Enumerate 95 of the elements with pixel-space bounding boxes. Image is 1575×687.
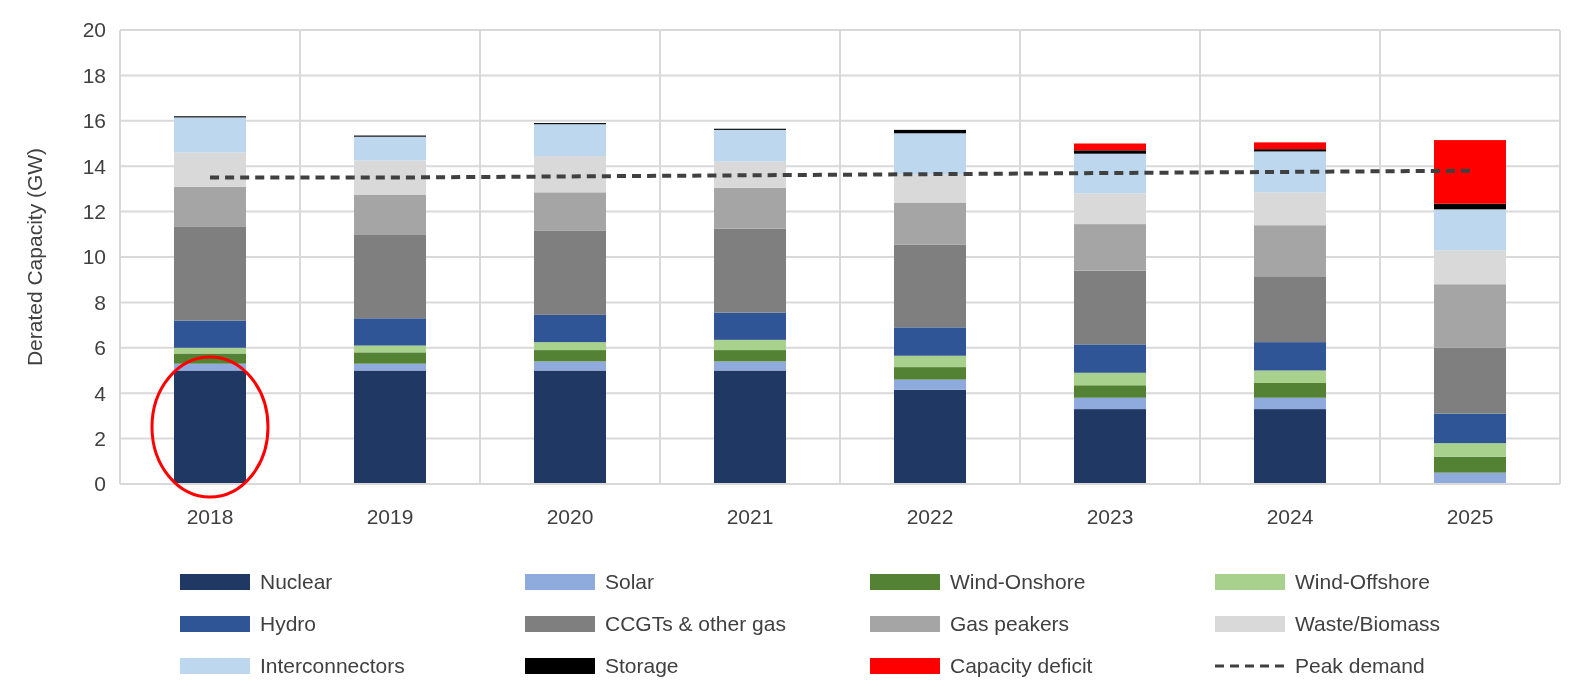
bar <box>1074 344 1146 373</box>
bar <box>894 367 966 380</box>
bar <box>1434 443 1506 457</box>
bar <box>714 350 786 362</box>
bar <box>1254 276 1326 343</box>
bar <box>534 342 606 351</box>
bar <box>1074 397 1146 410</box>
x-tick-label: 2018 <box>186 505 234 528</box>
bar <box>714 312 786 340</box>
bar <box>894 327 966 356</box>
y-tick-label: 16 <box>82 109 106 133</box>
bar <box>714 187 786 229</box>
x-tick-label: 2024 <box>1266 505 1314 528</box>
y-tick-label: 10 <box>82 245 106 269</box>
bar <box>1254 370 1326 383</box>
bar <box>714 339 786 351</box>
legend-label: Gas peakers <box>950 612 1070 636</box>
legend-label: Hydro <box>260 612 317 636</box>
bar <box>534 314 606 343</box>
y-tick-label: 14 <box>82 154 107 178</box>
bar <box>714 129 786 162</box>
x-tick-label: 2021 <box>726 505 774 528</box>
bar <box>534 361 606 371</box>
bar <box>714 370 786 484</box>
bar <box>1434 209 1506 251</box>
bar <box>354 352 426 364</box>
y-tick-label: 8 <box>94 290 106 314</box>
bar <box>354 363 426 371</box>
x-tick-label: 2019 <box>366 505 414 528</box>
y-tick-label: 2 <box>94 426 106 450</box>
bar <box>354 370 426 484</box>
legend-label: Peak demand <box>1295 654 1425 678</box>
bar <box>1254 397 1326 410</box>
bar <box>174 186 246 227</box>
bar <box>714 361 786 371</box>
bar <box>1254 142 1326 150</box>
bar <box>1074 224 1146 271</box>
legend-label: Wind-Onshore <box>950 570 1086 594</box>
x-tick-label: 2023 <box>1086 505 1134 528</box>
y-tick-label: 18 <box>82 63 106 87</box>
line-series <box>208 168 1472 180</box>
bar <box>1434 140 1506 204</box>
bar <box>174 320 246 348</box>
legend-label: Storage <box>605 654 679 678</box>
bar <box>534 230 606 315</box>
bar <box>894 174 966 203</box>
bar <box>1074 409 1146 484</box>
legend-label: Interconnectors <box>260 654 405 678</box>
bar <box>894 244 966 328</box>
y-tick-label: 4 <box>94 381 107 405</box>
x-tick-label: 2025 <box>1446 505 1494 528</box>
legend-label: Nuclear <box>260 570 333 594</box>
bar <box>1434 284 1506 348</box>
bar <box>1074 150 1146 154</box>
legend-label: Wind-Offshore <box>1295 570 1430 594</box>
bar <box>1254 342 1326 371</box>
bar <box>534 370 606 484</box>
bar <box>894 355 966 368</box>
legend-label: Waste/Biomass <box>1295 612 1441 636</box>
bar <box>894 389 966 484</box>
bar <box>1434 456 1506 473</box>
y-tick-label: 12 <box>82 199 106 223</box>
bar <box>354 136 426 161</box>
x-tick-label: 2020 <box>546 505 594 528</box>
bar <box>354 318 426 346</box>
bar <box>1434 413 1506 444</box>
legend-label: CCGTs & other gas <box>605 612 786 636</box>
bar <box>1254 225 1326 277</box>
bar <box>1074 270 1146 345</box>
bar <box>174 117 246 153</box>
bar <box>894 379 966 390</box>
bar <box>1074 153 1146 194</box>
bar <box>1254 409 1326 484</box>
bar <box>1254 151 1326 193</box>
bar <box>714 228 786 313</box>
bar <box>894 133 966 175</box>
y-tick-label: 0 <box>94 472 106 496</box>
y-axis-title: Derated Capacity (GW) <box>23 147 46 367</box>
bar <box>534 192 606 231</box>
bar <box>1074 372 1146 386</box>
y-tick-label: 20 <box>82 18 106 42</box>
y-tick-label: 6 <box>94 336 106 360</box>
x-tick-label: 2022 <box>906 505 954 528</box>
bar <box>534 350 606 362</box>
legend-label: Capacity deficit <box>950 654 1093 678</box>
bar <box>1434 347 1506 414</box>
bar <box>1254 382 1326 398</box>
bar <box>174 370 246 484</box>
bar <box>354 194 426 235</box>
legend-label: Solar <box>605 570 655 594</box>
bar <box>894 202 966 245</box>
bar <box>174 226 246 321</box>
bar <box>354 234 426 319</box>
bar <box>534 124 606 156</box>
bar <box>1074 385 1146 398</box>
